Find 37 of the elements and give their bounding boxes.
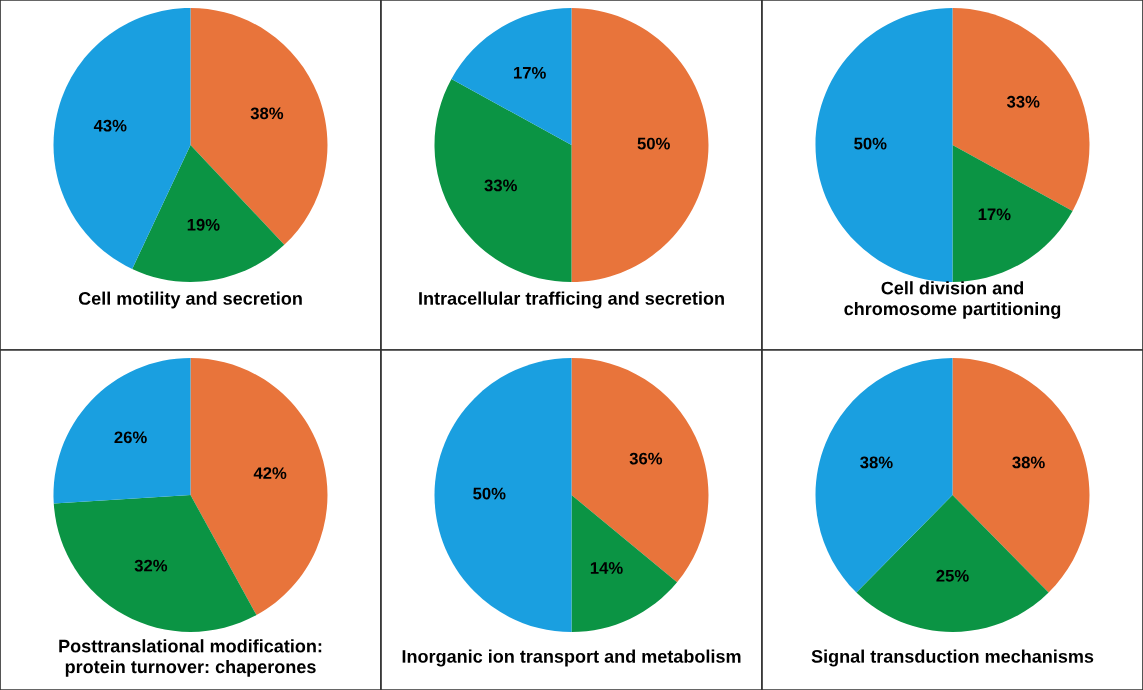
- pie-slice: [571, 495, 678, 632]
- pie-slice: [434, 79, 572, 282]
- data-label: 17%: [514, 66, 546, 79]
- text: Signal transduction mechanisms: [811, 649, 1094, 667]
- pie-slice: [53, 358, 191, 504]
- text: Intracellular trafficing and secretion: [419, 291, 724, 309]
- pie-slice: [856, 495, 1049, 632]
- data-label: 36%: [629, 452, 663, 465]
- pie-slice: [571, 8, 709, 282]
- data-label: 38%: [1012, 456, 1045, 469]
- data-label: 38%: [860, 456, 893, 469]
- data-label: 43%: [93, 119, 127, 132]
- data-label: 17%: [978, 208, 1011, 221]
- data-label: 19%: [187, 218, 220, 231]
- pie-slice: [434, 358, 572, 632]
- data-label: 38%: [250, 107, 284, 120]
- text: Cell division and chromosome partitioning: [844, 281, 1061, 319]
- data-label: 26%: [114, 431, 147, 444]
- text: Inorganic ion transport and metabolism: [402, 649, 741, 667]
- data-label: 33%: [1006, 95, 1040, 108]
- data-label: 50%: [473, 487, 506, 500]
- text: Cell motility and secretion: [78, 291, 302, 309]
- text: Posttranslational modification: protein turnover: chaperones: [59, 639, 322, 677]
- data-label: 14%: [590, 562, 623, 574]
- data-label: 33%: [484, 179, 517, 192]
- pie-slice: [952, 145, 1073, 282]
- pie-slice: [815, 8, 953, 282]
- data-label: 50%: [854, 137, 887, 150]
- data-label: 25%: [936, 569, 969, 582]
- pie-slice: [53, 495, 257, 632]
- data-label: 32%: [134, 559, 168, 572]
- data-label: 42%: [253, 467, 287, 479]
- pie-slice: [190, 358, 328, 616]
- data-label: 50%: [637, 137, 670, 150]
- pie-slice: [132, 145, 285, 282]
- pie-slice: [571, 358, 709, 583]
- pie-slice: [451, 8, 572, 145]
